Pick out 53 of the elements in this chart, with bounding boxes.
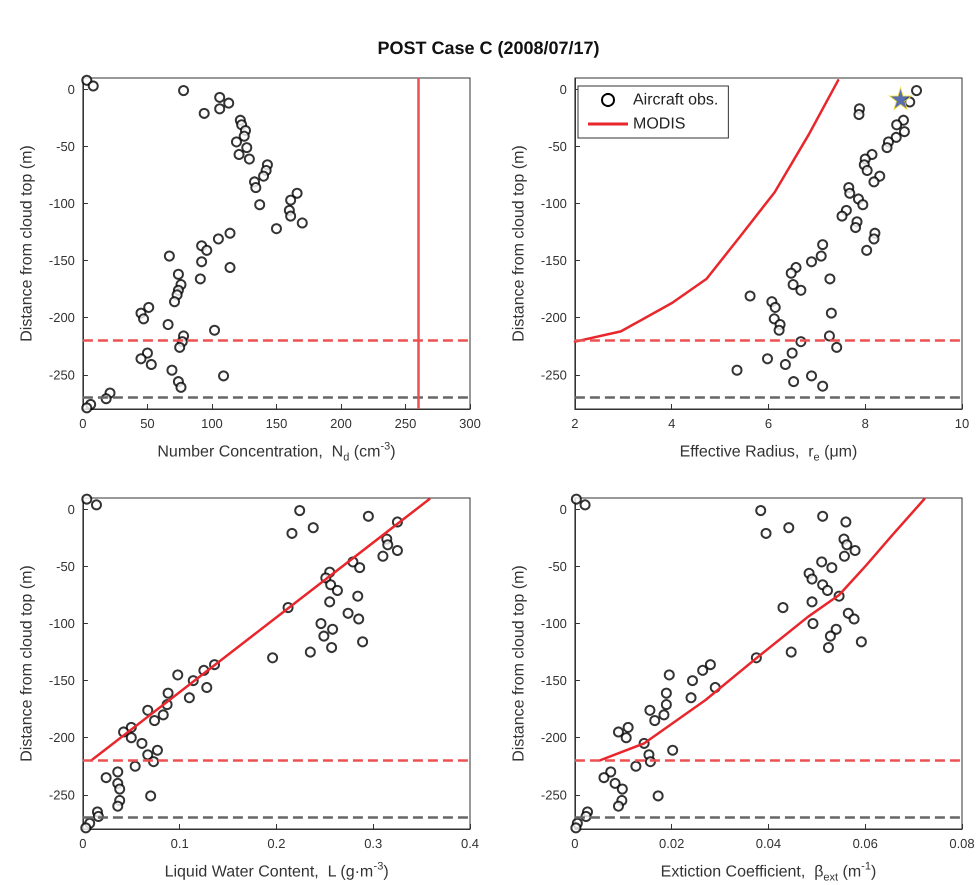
x-tick-label: 100 [201,416,223,431]
y-tick-label: 0 [560,82,567,97]
x-tick-label: 0.3 [364,836,382,851]
y-tick-label: -100 [540,196,567,212]
y-tick-label: -200 [48,730,75,746]
x-tick-label: 300 [459,416,481,431]
y-tick-label: -100 [48,196,75,212]
y-tick-label: -150 [48,673,75,688]
x-tick-label: 0.4 [460,836,480,851]
x-tick-label: 6 [764,416,772,431]
y-tick-label: -200 [540,310,567,326]
y-axis-title: Distance from cloud top (m) [18,565,36,762]
y-tick-label: -50 [548,138,567,154]
x-tick-label: 0 [79,836,87,851]
x-tick-label: 10 [954,416,970,431]
y-axis-title: Distance from cloud top (m) [510,565,528,762]
y-tick-label: -150 [540,673,567,688]
y-tick-label: -50 [548,558,567,574]
x-tick-label: 0.1 [170,836,189,851]
y-axis-title: Distance from cloud top (m) [510,145,528,342]
x-tick-label: 50 [140,416,155,431]
legend-label: Aircraft obs. [633,92,718,108]
y-tick-label: 0 [560,502,567,517]
y-tick-label: -250 [540,787,567,802]
y-tick-label: -250 [48,787,75,802]
y-tick-label: -200 [540,730,567,746]
legend-label: MODIS [633,116,686,132]
y-tick-label: -50 [56,558,75,574]
y-axis-title: Distance from cloud top (m) [18,145,36,342]
x-tick-label: 8 [862,416,869,431]
x-tick-label: 2 [571,416,579,431]
y-tick-label: -100 [48,616,75,632]
y-tick-label: -250 [48,367,75,382]
x-tick-label: 0.08 [949,836,975,851]
y-tick-label: -250 [540,367,567,382]
x-tick-label: 4 [668,416,676,431]
x-tick-label: 0.2 [267,836,286,851]
chart-title: POST Case C (2008/07/17) [376,38,601,59]
y-tick-label: -100 [540,616,567,632]
x-tick-label: 250 [394,416,416,431]
y-tick-label: -200 [48,310,75,326]
y-tick-label: -150 [48,253,75,268]
x-tick-label: 0 [571,836,579,851]
x-tick-label: 0.06 [852,836,878,851]
x-tick-label: 150 [266,416,288,431]
y-tick-label: 0 [68,82,75,97]
y-tick-label: -50 [56,138,75,154]
y-tick-label: -150 [540,253,567,268]
x-tick-label: 200 [330,416,352,431]
x-tick-label: 0.04 [756,836,782,851]
x-tick-label: 0 [79,416,87,431]
y-tick-label: 0 [68,502,75,517]
x-tick-label: 0.02 [659,836,684,851]
